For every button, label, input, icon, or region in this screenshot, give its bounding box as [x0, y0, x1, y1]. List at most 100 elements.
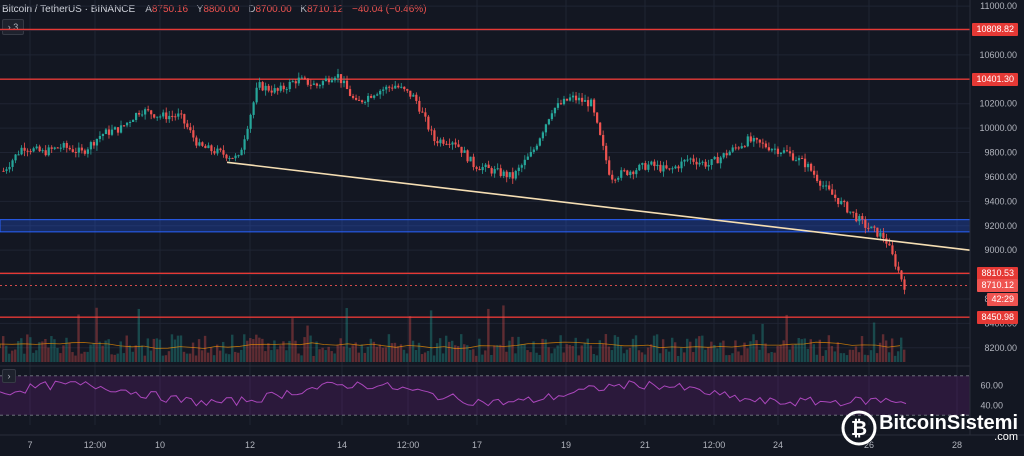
candle-body: [119, 125, 123, 133]
volume-bar: [11, 350, 14, 362]
volume-bar: [161, 355, 165, 362]
candle-body: [367, 95, 370, 102]
rsi-toggle-button[interactable]: ›: [2, 369, 16, 383]
candle-body: [903, 279, 906, 290]
volume-bar: [14, 349, 17, 362]
price-badge: 10808.82: [972, 22, 1018, 36]
candlesticks: [2, 68, 906, 295]
candle-body: [791, 153, 795, 161]
candle-body: [704, 161, 707, 167]
candle-body: [285, 89, 288, 91]
time-axis-tick: 21: [640, 440, 650, 450]
candle-body: [749, 136, 752, 142]
volume-bar: [429, 310, 433, 362]
candle-body: [376, 94, 379, 96]
volume-bar: [493, 345, 496, 362]
candle-body: [602, 134, 605, 146]
volume-bar: [375, 346, 379, 362]
candle-body: [710, 159, 713, 166]
candle-body: [496, 168, 499, 170]
candle-body: [671, 168, 674, 170]
candle-body: [41, 150, 44, 152]
close-label: K: [300, 3, 308, 15]
candle-body: [550, 113, 554, 120]
volume-bar: [755, 340, 758, 362]
rsi-line: [0, 380, 907, 407]
volume-bar: [44, 338, 47, 362]
price-badge: 8450.98: [977, 310, 1018, 324]
volume-bar: [812, 344, 815, 362]
candle-body: [635, 170, 638, 175]
candle-body: [134, 112, 138, 120]
candle-body: [92, 142, 96, 146]
candle-body: [107, 129, 111, 135]
candle-body: [580, 97, 584, 102]
volume-bar: [550, 353, 553, 362]
volume-bar: [420, 354, 424, 362]
volume-bar: [836, 342, 840, 362]
volume-bar: [683, 352, 686, 362]
candle-body: [300, 77, 303, 79]
candle-body: [454, 142, 457, 145]
volume-bar: [884, 340, 888, 362]
candle-body: [746, 136, 749, 147]
trendline[interactable]: [226, 161, 971, 251]
candle-body: [852, 211, 855, 213]
candle-body: [216, 148, 219, 154]
volume-bar: [74, 355, 77, 362]
volume-bar: [686, 338, 689, 362]
price-badge: 8710.12: [977, 279, 1018, 293]
candle-body: [632, 171, 635, 175]
candle-body: [379, 90, 382, 95]
candle-body: [309, 84, 312, 86]
rsi-axis-tick: 40.00: [980, 400, 1003, 410]
price-axis-tick: 10000.00: [979, 123, 1017, 133]
candle-body: [89, 142, 92, 150]
price-axis-tick: 9800.00: [984, 148, 1017, 158]
candle-body: [327, 78, 331, 83]
volume-bar: [469, 349, 472, 362]
volume-bar: [324, 350, 327, 362]
candle-body: [210, 145, 213, 152]
candle-body: [770, 149, 774, 151]
volume-bar: [809, 339, 812, 362]
candle-body: [502, 171, 505, 176]
volume-bar: [803, 338, 806, 362]
volume-bar: [119, 341, 122, 362]
time-axis[interactable]: 7 12:00 10 12 14 12:00 17 19 21 12:00 24 26 28: [0, 434, 1024, 450]
volume-bar: [134, 345, 137, 362]
candle-body: [586, 100, 590, 107]
candle-body: [276, 88, 279, 91]
candle-body: [128, 121, 132, 123]
candle-body: [59, 147, 62, 149]
candle-body: [460, 146, 463, 153]
low-label: D: [248, 3, 256, 15]
volume-bar: [300, 355, 303, 362]
volume-bar: [869, 350, 873, 362]
candle-body: [806, 163, 810, 168]
candle-body: [207, 145, 210, 149]
price-axis-tick: 9600.00: [984, 172, 1017, 182]
candle-body: [373, 95, 376, 98]
candle-body: [336, 74, 340, 78]
volume-bar: [288, 340, 291, 362]
volume-bar: [444, 335, 448, 362]
candle-body: [596, 112, 599, 123]
volume-bar: [435, 343, 439, 362]
candle-body: [686, 159, 689, 161]
price-axis[interactable]: 11000.0010800.0010600.0010400.0010200.00…: [969, 0, 1024, 456]
candle-body: [201, 142, 204, 146]
price-axis-tick: 10600.00: [979, 50, 1017, 60]
volume-bar: [598, 340, 602, 362]
candle-body: [213, 151, 216, 154]
symbol-title[interactable]: Bitcoin / TetherUS · BINANCE: [2, 3, 136, 15]
candle-body: [385, 86, 388, 90]
candle-body: [680, 161, 683, 169]
candle-body: [556, 103, 560, 108]
candle-body: [891, 245, 894, 255]
volume-bar: [441, 353, 445, 362]
volume-bar: [490, 354, 493, 362]
volume-bar: [62, 345, 65, 362]
